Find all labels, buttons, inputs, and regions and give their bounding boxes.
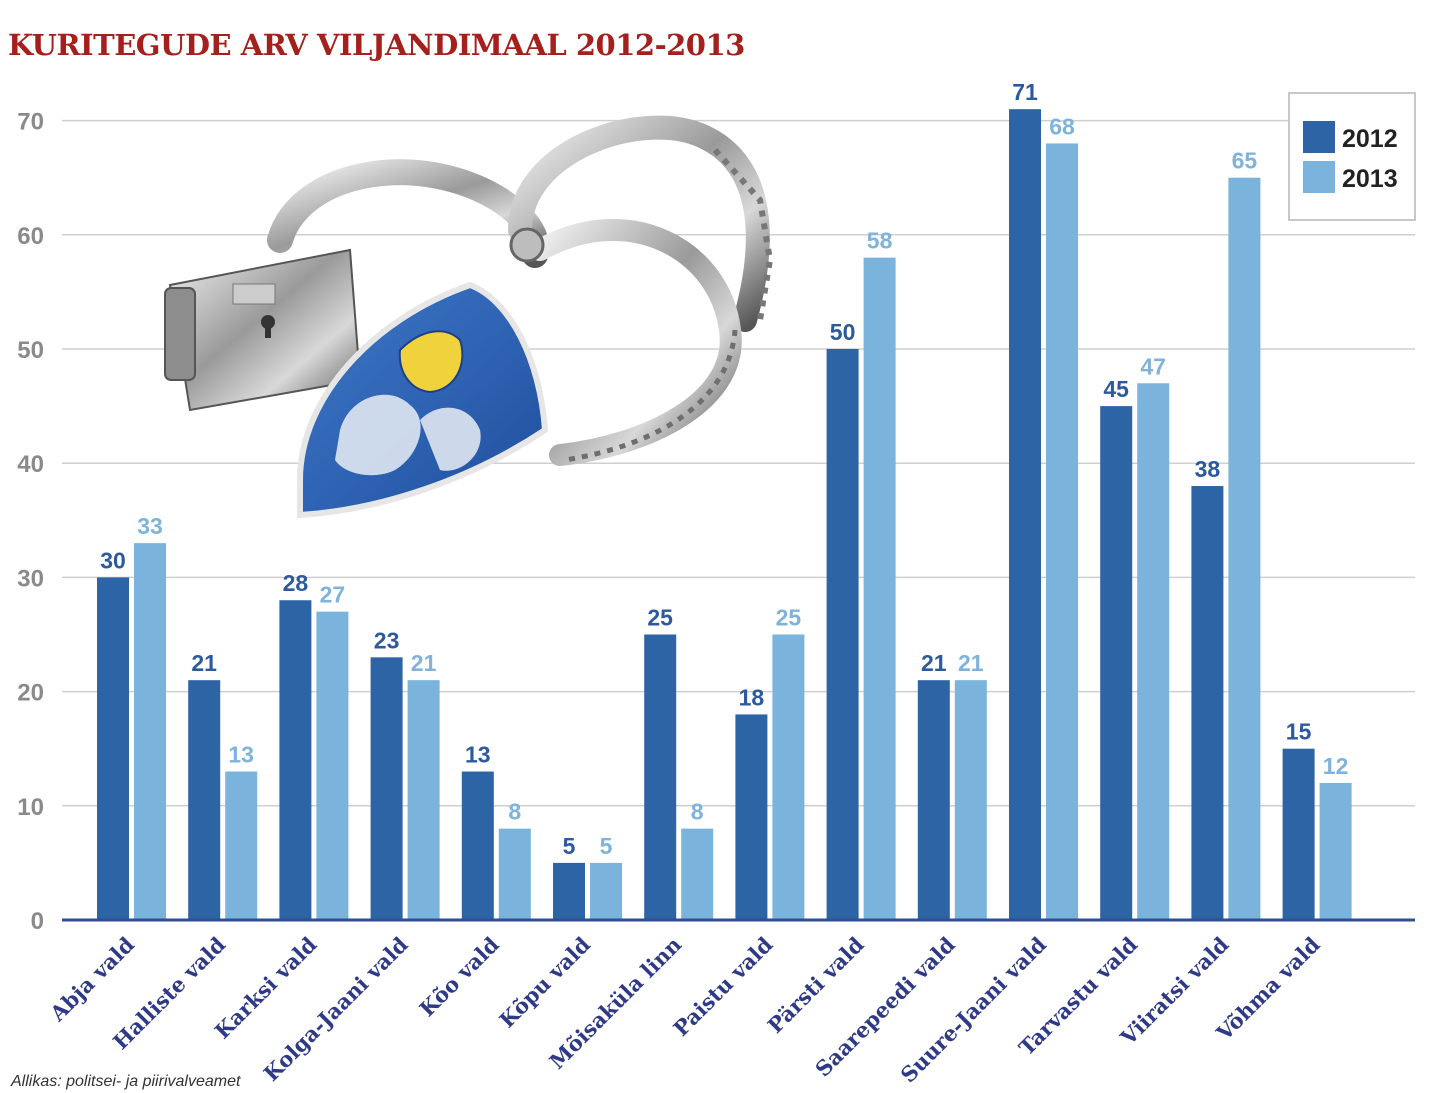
data-label-2012: 5	[563, 833, 576, 859]
y-tick-label: 10	[17, 794, 44, 821]
bar-2012	[553, 862, 585, 920]
data-label-2012: 28	[283, 570, 309, 596]
data-label-2012: 25	[647, 605, 673, 631]
data-label-2013: 65	[1232, 148, 1258, 174]
data-label-2013: 68	[1049, 113, 1075, 139]
bar-2013	[407, 680, 440, 920]
data-label-2012: 30	[100, 547, 126, 573]
y-tick-label: 50	[17, 337, 44, 364]
bar-2013	[1046, 143, 1078, 920]
data-label-2012: 21	[921, 650, 947, 676]
data-label-2012: 50	[830, 319, 856, 345]
bar-2013	[772, 634, 805, 920]
data-label-2013: 13	[228, 742, 254, 768]
bar-2012	[97, 577, 129, 920]
legend-label-2012: 2012	[1342, 125, 1398, 153]
handcuffs-and-police-badge-image	[164, 115, 774, 519]
data-label-2013: 8	[508, 799, 521, 825]
data-label-2012: 23	[374, 627, 400, 653]
bar-2012	[735, 714, 768, 920]
bar-2013	[1228, 177, 1261, 920]
data-label-2013: 33	[137, 513, 163, 539]
data-label-2013: 58	[867, 228, 893, 254]
x-tick-label: Abja vald	[44, 932, 139, 1027]
legend-label-2013: 2013	[1342, 165, 1398, 193]
legend-swatch-2013	[1303, 161, 1335, 193]
bar-2013	[498, 828, 531, 920]
bar-2013	[1319, 782, 1352, 920]
y-tick-label: 40	[17, 451, 44, 478]
data-label-2012: 45	[1103, 376, 1129, 402]
data-label-2013: 27	[320, 582, 346, 608]
data-label-2013: 21	[411, 650, 437, 676]
bar-2012	[279, 600, 312, 920]
legend-swatch-2012	[1303, 121, 1335, 153]
bar-2013	[590, 862, 622, 920]
data-label-2013: 47	[1140, 353, 1166, 379]
data-labels: 30 33 21 13 28 27 23 21 13 8 5 5 25 8 18 25 50 58 21 21 71 68…	[100, 79, 1348, 859]
data-label-2013: 25	[776, 605, 802, 631]
bar-2012	[188, 680, 221, 920]
y-tick-label: 20	[17, 680, 44, 707]
bar-2013	[954, 680, 987, 920]
data-label-2012: 13	[465, 742, 491, 768]
bar-2012	[644, 634, 677, 920]
data-label-2012: 15	[1286, 719, 1312, 745]
data-label-2013: 12	[1323, 753, 1349, 779]
bar-2012	[461, 771, 494, 920]
data-label-2013: 5	[600, 833, 613, 859]
y-tick-label: 70	[17, 109, 44, 136]
y-tick-label: 60	[17, 223, 44, 250]
bar-2012	[1282, 748, 1315, 920]
bar-2012	[1009, 109, 1041, 921]
data-label-2013: 8	[691, 799, 704, 825]
data-label-2012: 38	[1195, 456, 1221, 482]
bar-2012	[1191, 486, 1224, 920]
data-label-2012: 18	[739, 684, 765, 710]
bar-2012	[917, 680, 950, 920]
x-tick-label: Kõpu vald	[494, 932, 595, 1033]
bar-2013	[863, 257, 896, 920]
legend: 2012 2013	[1288, 92, 1416, 221]
chart-title: KURITEGUDE ARV VILJANDIMAAL 2012-2013	[8, 28, 745, 62]
data-label-2013: 21	[958, 650, 984, 676]
bar-2013	[134, 543, 166, 920]
bar-2013	[225, 771, 258, 920]
bar-2013	[1137, 383, 1170, 920]
y-tick-label: 30	[17, 565, 44, 592]
x-tick-label: Kõo vald	[414, 932, 504, 1022]
bar-2013	[316, 611, 349, 920]
bar-2013	[681, 828, 714, 920]
y-axis-ticks: 0 10 20 30 40 50 60 70	[17, 109, 44, 935]
bar-2012	[826, 349, 859, 920]
data-label-2012: 71	[1012, 79, 1038, 105]
bar-2012	[1100, 406, 1133, 921]
source-note: Allikas: politsei- ja piirivalveamet	[10, 1073, 241, 1090]
bar-2012	[370, 657, 403, 920]
y-tick-label: 0	[31, 908, 44, 935]
bars	[97, 109, 1352, 921]
data-label-2012: 21	[191, 650, 217, 676]
